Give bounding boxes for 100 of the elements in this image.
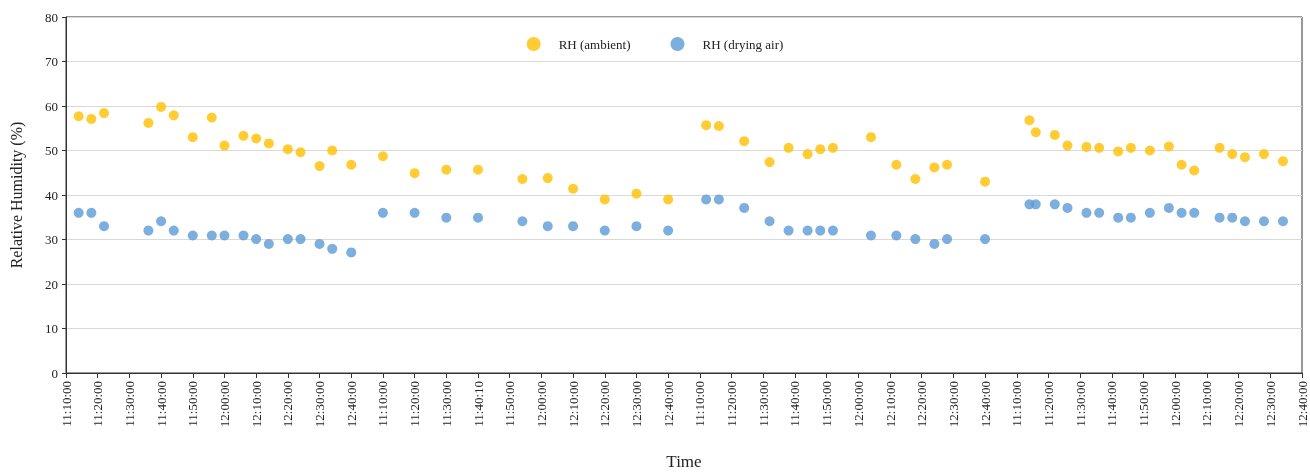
x-tick-label: 12:00:00: [1167, 381, 1183, 428]
point: [441, 164, 452, 175]
point: [1239, 216, 1250, 227]
point: [441, 212, 452, 223]
point: [1030, 127, 1041, 138]
point: [713, 121, 724, 132]
point: [473, 212, 483, 223]
point: [1081, 141, 1092, 152]
x-tick-label: 11:40:00: [1104, 381, 1120, 427]
point: [783, 225, 794, 236]
point: [802, 225, 813, 236]
point: [517, 173, 528, 184]
point: [1049, 129, 1060, 140]
x-tick-label: 12:00:00: [850, 381, 866, 428]
point: [713, 194, 724, 205]
point: [542, 173, 553, 184]
point: [1176, 159, 1187, 170]
x-tick-label: 12:20:00: [597, 381, 613, 428]
point: [409, 168, 420, 179]
point: [1125, 142, 1136, 153]
point: [1144, 145, 1155, 156]
point: [739, 136, 750, 147]
point: [815, 225, 826, 236]
point: [73, 207, 84, 218]
point: [631, 188, 642, 199]
point: [1189, 165, 1200, 176]
x-tick-label: 12:40:00: [1294, 381, 1310, 428]
point: [1163, 202, 1174, 213]
point: [263, 138, 274, 149]
point: [663, 194, 674, 205]
point: [764, 216, 775, 227]
y-tick-label: 20: [45, 276, 58, 292]
point: [980, 234, 991, 245]
point: [929, 238, 940, 249]
x-tick-label: 11:30:00: [755, 381, 771, 427]
point: [295, 234, 306, 245]
x-tick-label: 11:10:00: [692, 381, 708, 427]
point: [568, 183, 579, 194]
point: [1189, 207, 1200, 218]
point: [377, 151, 388, 162]
x-tick-label: 11:50:00: [502, 381, 518, 427]
x-axis-title: Time: [666, 452, 702, 471]
point: [1214, 212, 1225, 223]
x-tick-label: 11:40:10: [470, 381, 486, 427]
point: [910, 234, 921, 245]
point: [942, 159, 953, 170]
x-tick-label: 12:40:00: [977, 381, 993, 428]
point: [206, 112, 217, 123]
x-tick-label: 12:40:00: [343, 381, 359, 428]
point: [295, 147, 306, 158]
point: [168, 110, 179, 121]
point: [1113, 212, 1124, 223]
point: [663, 225, 674, 236]
point: [282, 234, 293, 245]
point: [99, 108, 110, 119]
point: [1214, 142, 1225, 153]
x-tick-label: 12:20:00: [914, 381, 930, 428]
point: [86, 113, 97, 124]
point: [143, 225, 154, 236]
point: [219, 140, 230, 151]
point: [827, 142, 838, 153]
y-tick-label: 30: [45, 232, 58, 247]
point: [929, 162, 940, 173]
point: [73, 111, 84, 122]
legend-label: RH (ambient): [558, 36, 631, 52]
point: [802, 149, 813, 160]
point: [1144, 207, 1155, 218]
point: [631, 221, 642, 232]
point: [1125, 212, 1136, 223]
x-tick-label: 12:40:00: [660, 381, 676, 428]
x-tick-label: 11:50:00: [185, 381, 201, 427]
y-tick-label: 40: [45, 187, 58, 203]
point: [815, 144, 826, 155]
point: [1258, 216, 1269, 227]
x-tick-label: 11:10:00: [375, 381, 391, 427]
y-tick-label: 80: [45, 9, 58, 25]
x-tick-label: 11:20:00: [724, 381, 740, 427]
point: [314, 238, 325, 249]
point: [473, 164, 483, 175]
point: [282, 144, 293, 155]
point: [568, 221, 579, 232]
y-tick-label: 10: [45, 321, 58, 336]
point: [86, 207, 97, 218]
point: [783, 142, 794, 153]
point: [314, 161, 325, 172]
point: [599, 225, 610, 236]
point: [1258, 149, 1269, 160]
x-tick-label: 11:10:00: [1009, 381, 1025, 427]
x-tick-label: 12:10:00: [1199, 381, 1215, 428]
point: [1049, 199, 1060, 210]
point: [187, 230, 198, 241]
y-tick-label: 70: [45, 54, 58, 69]
point: [701, 120, 712, 131]
point: [1062, 202, 1073, 213]
y-tick-label: 0: [51, 365, 58, 381]
point: [346, 247, 357, 258]
point: [346, 159, 357, 170]
point: [219, 230, 230, 241]
point: [409, 207, 420, 218]
x-tick-label: 11:30:00: [121, 381, 137, 427]
